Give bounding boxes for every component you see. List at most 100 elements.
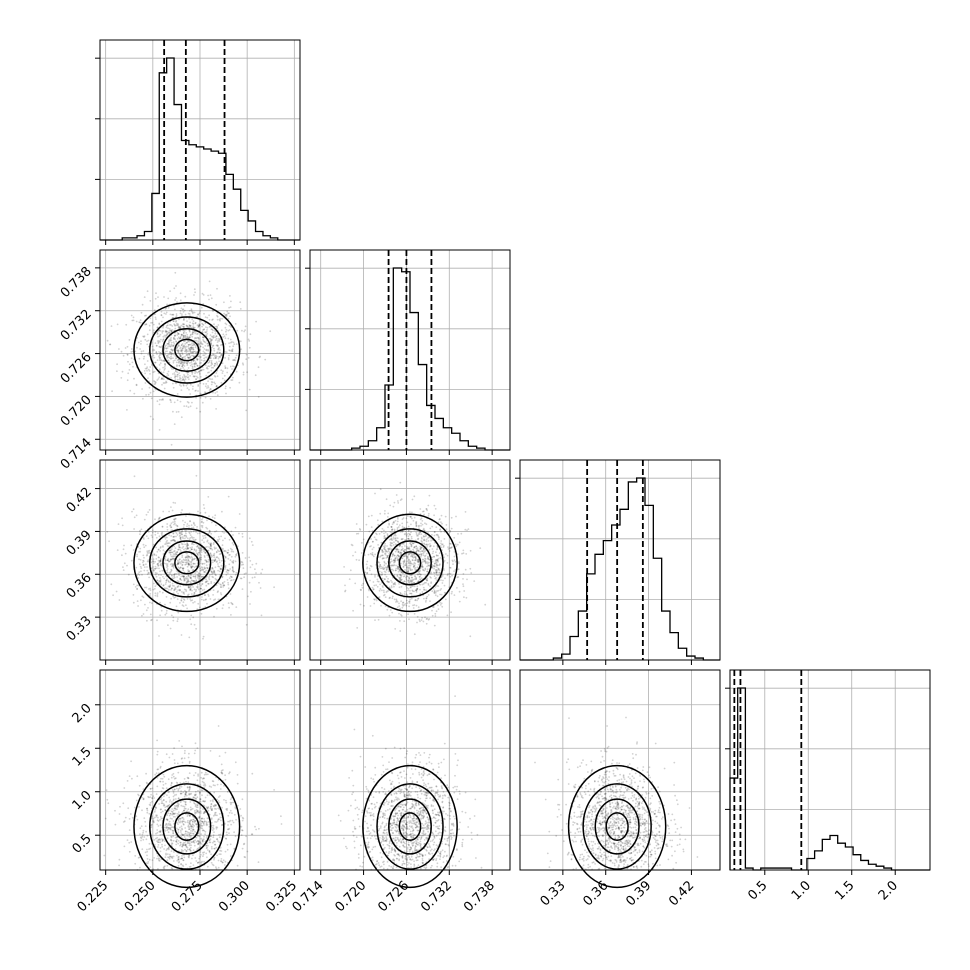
sample-point [239, 340, 242, 343]
sample-point [181, 543, 184, 546]
sample-point [163, 352, 166, 354]
sample-point [222, 547, 224, 550]
sample-point [370, 573, 373, 576]
sample-point [399, 552, 401, 554]
sample-point [177, 864, 180, 867]
sample-point [160, 398, 163, 401]
sample-point [179, 602, 181, 604]
sample-point [387, 526, 389, 529]
sample-point [462, 583, 464, 585]
sample-point [191, 312, 194, 315]
sample-point [149, 415, 152, 418]
sample-point [189, 405, 192, 408]
sample-point [467, 528, 470, 530]
sample-point [230, 576, 233, 578]
sample-point [164, 543, 167, 545]
sample-point [175, 573, 178, 575]
sample-point [159, 546, 162, 548]
sample-point [173, 589, 176, 592]
sample-point [223, 799, 225, 801]
sample-point [420, 553, 423, 556]
sample-point [413, 613, 416, 615]
sample-point [173, 553, 176, 556]
sample-point [395, 598, 398, 601]
sample-point [484, 603, 487, 606]
sample-point [230, 379, 233, 381]
sample-point [214, 354, 217, 357]
sample-point [184, 563, 187, 566]
panel-frame [519, 459, 721, 661]
sample-point [170, 526, 173, 529]
sample-point [439, 601, 441, 604]
sample-point [170, 589, 172, 591]
sample-point [143, 336, 145, 338]
sample-point [162, 549, 165, 552]
sample-point [146, 573, 149, 576]
sample-point [450, 516, 453, 519]
sample-point [360, 552, 363, 554]
sample-point [174, 370, 177, 373]
sample-point [406, 579, 409, 582]
sample-point [399, 578, 402, 581]
sample-point [212, 589, 215, 591]
sample-point [187, 544, 190, 546]
sample-point [203, 555, 206, 557]
sample-point [199, 356, 202, 359]
sample-point [201, 401, 204, 404]
sample-point [230, 550, 233, 553]
sample-point [212, 834, 215, 837]
sample-point [181, 556, 184, 558]
sample-point [176, 576, 179, 578]
sample-point [422, 528, 425, 531]
sample-point [171, 753, 174, 755]
sample-point [162, 366, 165, 369]
sample-point [175, 524, 177, 526]
sample-point [195, 836, 198, 839]
sample-point [386, 608, 389, 611]
sample-point [209, 552, 212, 554]
sample-point [413, 568, 416, 570]
sample-point [106, 339, 109, 342]
sample-point [190, 827, 193, 830]
sample-point [183, 326, 185, 329]
sample-point [155, 318, 157, 320]
sample-point [137, 546, 140, 548]
sample-point [213, 375, 216, 377]
sample-point [118, 599, 121, 601]
sample-point [186, 371, 189, 374]
sample-point [151, 529, 154, 532]
sample-point [425, 581, 427, 584]
sample-point [198, 557, 201, 560]
sample-point [376, 578, 379, 581]
sample-point [170, 355, 172, 358]
sample-point [145, 513, 148, 516]
sample-point [163, 382, 166, 384]
sample-point [186, 561, 188, 563]
sample-point [171, 587, 173, 590]
sample-point [147, 393, 150, 396]
sample-point [167, 306, 170, 309]
sample-point [134, 350, 137, 353]
sample-point [183, 575, 185, 578]
sample-point [213, 581, 216, 584]
sample-point [197, 574, 200, 576]
sample-point [242, 363, 245, 366]
sample-point [192, 323, 195, 325]
sample-point [401, 522, 404, 525]
sample-point [425, 538, 428, 541]
sample-point [159, 558, 162, 561]
sample-point [179, 337, 182, 340]
sample-point [418, 576, 421, 578]
sample-point [176, 346, 179, 348]
sample-point [410, 535, 413, 538]
sample-point [189, 393, 192, 395]
sample-point [388, 597, 391, 600]
sample-point [183, 379, 186, 381]
sample-point [223, 568, 226, 570]
sample-point [429, 600, 431, 603]
sample-point [216, 314, 218, 317]
sample-point [231, 566, 234, 568]
sample-point [438, 538, 440, 541]
sample-point [177, 350, 180, 353]
sample-point [417, 560, 420, 563]
